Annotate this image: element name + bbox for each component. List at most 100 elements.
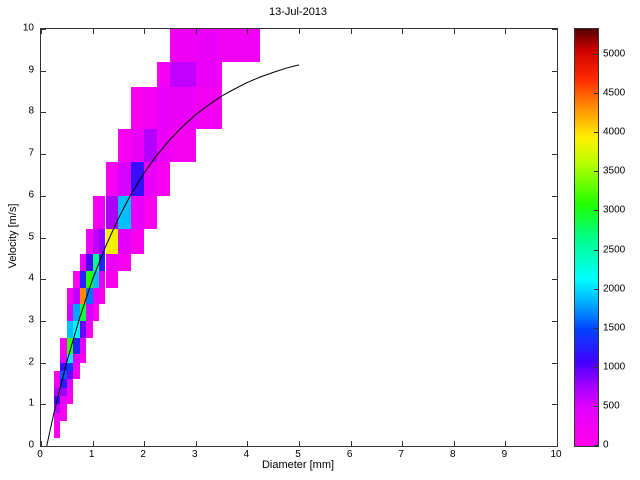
heatmap-cell [60, 404, 67, 413]
axis-tick-mark [552, 29, 557, 30]
heatmap-cell [105, 162, 119, 196]
colorbar-tick-label: 2500 [603, 244, 626, 255]
heatmap-cell [92, 304, 100, 321]
axis-tick-mark [552, 112, 557, 114]
y-tick-label: 1 [28, 397, 34, 409]
colorbar-tick-mark [594, 288, 598, 290]
axis-tick-mark [505, 441, 507, 446]
heatmap-cell [73, 362, 80, 371]
heatmap-cell [170, 62, 196, 88]
axis-tick-mark [247, 441, 249, 446]
axis-tick-mark [92, 441, 94, 446]
colorbar-tick-label: 4500 [603, 87, 626, 99]
colorbar-tick-label: 500 [603, 400, 620, 412]
heatmap-cell [105, 195, 119, 230]
chart-title: 13-Jul-2013 [268, 6, 328, 18]
axis-tick-mark [552, 279, 557, 281]
colorbar-tick-mark [594, 132, 598, 134]
axis-tick-mark [402, 441, 404, 446]
heatmap-cell [144, 129, 158, 163]
heatmap-cell [60, 412, 67, 421]
colorbar-tick-mark [594, 445, 598, 446]
heatmap-cell [79, 354, 87, 363]
heatmap-cell [105, 229, 119, 255]
x-tick-label: 9 [501, 449, 508, 460]
y-tick-label: 0 [28, 439, 34, 451]
x-tick-label: 7 [398, 449, 404, 460]
y-tick-label: 3 [28, 314, 34, 326]
heatmap-cell [131, 162, 145, 196]
y-tick-label: 5 [28, 231, 34, 242]
axis-tick-mark [552, 195, 557, 197]
x-axis-label: Diameter [mm] [261, 459, 335, 471]
y-tick-label: 6 [28, 189, 34, 201]
colorbar-tick-label: 2000 [603, 283, 626, 295]
colorbar [574, 28, 599, 447]
axis-tick-mark [552, 446, 557, 447]
heatmap-cell [221, 29, 261, 63]
axis-tick-mark [552, 404, 557, 406]
heatmap-cell [170, 129, 196, 163]
heatmap-cell [66, 379, 74, 388]
axis-tick-mark [144, 29, 146, 34]
axis-tick-mark [557, 441, 558, 446]
heatmap-cell [66, 354, 74, 363]
colorbar-tick-label: 3500 [603, 165, 626, 177]
heatmap-cell [157, 129, 170, 163]
axis-tick-mark [552, 320, 557, 322]
heatmap-cell [66, 362, 74, 371]
heatmap-cell [144, 87, 158, 130]
heatmap-cell [73, 370, 80, 380]
x-tick-label: 3 [192, 449, 198, 460]
axis-tick-mark [505, 29, 507, 34]
axis-tick-mark [41, 237, 46, 239]
heatmap-cell [131, 129, 145, 163]
axis-tick-mark [350, 441, 352, 446]
heatmap-cell [118, 162, 132, 196]
x-tick-label: 1 [88, 449, 95, 460]
colorbar-tick-mark [594, 366, 598, 368]
heatmap-cell [53, 429, 61, 438]
heatmap-cell [66, 287, 74, 305]
y-tick-label: 4 [28, 272, 34, 284]
colorbar-tick-mark [594, 210, 598, 212]
heatmap-cell [131, 229, 145, 255]
heatmap-cell [170, 29, 196, 63]
axis-tick-mark [552, 70, 557, 72]
colorbar-tick-mark [594, 249, 598, 251]
y-tick-label: 9 [28, 64, 34, 76]
colorbar-tick-label: 1500 [603, 322, 626, 334]
heatmap-cell [86, 320, 93, 338]
axis-tick-mark [299, 29, 300, 34]
heatmap-cell [170, 87, 196, 130]
heatmap-cell [66, 337, 74, 355]
axis-tick-mark [41, 154, 46, 156]
colorbar-tick-label: 0 [603, 439, 609, 451]
axis-tick-mark [552, 237, 557, 239]
heatmap-cell [118, 195, 132, 230]
heatmap-cell [118, 254, 132, 271]
heatmap-cell [144, 162, 158, 196]
heatmap-cell [195, 87, 222, 130]
colorbar-tick-label: 1000 [603, 361, 626, 373]
axis-tick-mark [92, 29, 94, 34]
y-tick-label: 10 [22, 22, 34, 34]
axis-tick-mark [41, 441, 42, 446]
axis-tick-mark [41, 29, 42, 34]
heatmap-cell [53, 421, 61, 430]
colorbar-tick-mark [594, 171, 598, 173]
axis-tick-mark [247, 29, 249, 34]
axis-tick-mark [41, 70, 46, 72]
heatmap-cell [99, 287, 106, 305]
y-tick-label: 2 [28, 356, 34, 368]
colorbar-tick-mark [594, 327, 598, 329]
axis-tick-mark [557, 29, 558, 34]
axis-tick-mark [552, 154, 557, 156]
x-tick-label: 8 [450, 449, 456, 460]
heatmap-cell [66, 320, 74, 338]
axis-tick-mark [41, 279, 46, 281]
x-tick-label: 10 [550, 449, 562, 460]
axis-tick-mark [41, 320, 46, 322]
y-tick-label: 7 [28, 147, 34, 159]
axis-tick-mark [41, 446, 46, 447]
